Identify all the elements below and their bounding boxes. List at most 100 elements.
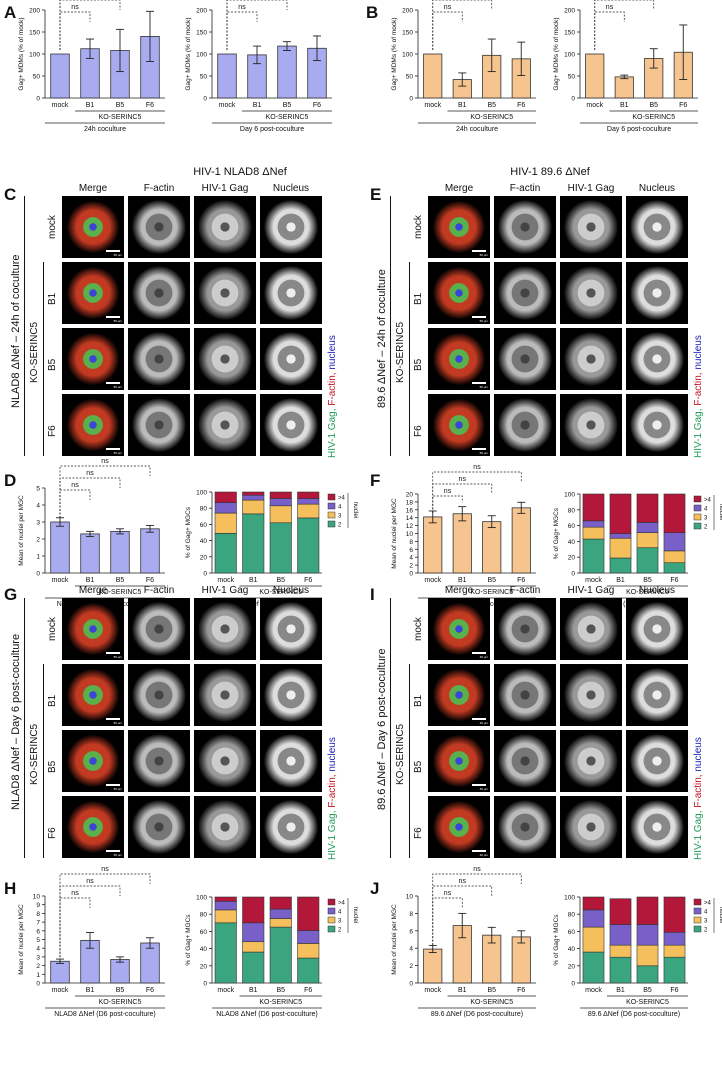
micrograph-f-actin-mock bbox=[128, 196, 190, 258]
micrograph-hiv-1-gag-f6 bbox=[560, 394, 622, 456]
x-tick-label: mock bbox=[585, 987, 602, 994]
scale-bar-label: 50 µm bbox=[113, 721, 122, 725]
ns-label: ns bbox=[86, 470, 94, 477]
legend-swatch bbox=[327, 907, 336, 915]
column-header: HIV-1 Gag bbox=[201, 183, 249, 194]
y-tick-label: 2 bbox=[409, 563, 413, 570]
y-tick-label: 60 bbox=[200, 522, 208, 529]
stack-segment bbox=[269, 522, 292, 574]
row-label: F6 bbox=[413, 425, 424, 437]
scale-bar-label: 50 µm bbox=[113, 253, 122, 257]
legend-title: nuclei bbox=[718, 504, 722, 521]
row-label: F6 bbox=[47, 425, 58, 437]
stack-segment bbox=[609, 944, 632, 958]
scale-bar-label: 50 µm bbox=[479, 451, 488, 455]
stack-segment bbox=[636, 522, 659, 534]
y-tick-label: 40 bbox=[568, 946, 576, 953]
significance-bracket bbox=[432, 873, 522, 946]
micrograph-merge-b5: 40 µm bbox=[428, 730, 490, 792]
side-title: NLAD8 ΔNef – 24h of coculture bbox=[10, 254, 22, 408]
x-tick-label: B1 bbox=[249, 987, 258, 994]
micrograph-merge-f6: 50 µm bbox=[62, 394, 124, 456]
legend-label: >4 bbox=[338, 496, 346, 502]
bar bbox=[140, 942, 160, 984]
stack-segment bbox=[636, 493, 659, 523]
significance-bracket bbox=[432, 11, 463, 50]
side-bracket bbox=[390, 598, 391, 858]
side-title: 89.6 ΔNef – 24h of coculture bbox=[376, 269, 388, 408]
scale-bar-label: 40 µm bbox=[479, 853, 488, 857]
side-bracket bbox=[24, 598, 25, 858]
stack-segment bbox=[636, 965, 659, 984]
y-axis-label: % of Gag+ MGCs bbox=[553, 914, 560, 966]
scale-bar bbox=[472, 250, 486, 252]
scale-bar-label: 50 µm bbox=[479, 253, 488, 257]
stack-segment bbox=[269, 498, 292, 507]
stack-segment bbox=[297, 517, 320, 574]
bar bbox=[50, 960, 70, 984]
legend-swatch bbox=[693, 925, 702, 933]
y-tick-label: 50 bbox=[200, 74, 208, 81]
x-tick-label: mock bbox=[219, 102, 236, 109]
micrograph-nucleus-mock bbox=[626, 598, 688, 660]
scale-bar bbox=[106, 784, 120, 786]
bar bbox=[511, 507, 531, 574]
stack-segment bbox=[214, 533, 237, 574]
legend-swatch bbox=[693, 907, 702, 915]
significance-bracket bbox=[432, 0, 493, 50]
legend-label: 3 bbox=[338, 919, 342, 925]
significance-bracket bbox=[59, 489, 91, 518]
y-tick-label: 150 bbox=[402, 30, 413, 37]
y-tick-label: 20 bbox=[200, 554, 208, 561]
group-label: KO-SERINC5 bbox=[626, 999, 669, 1006]
stack-segment bbox=[663, 493, 686, 534]
stack-segment bbox=[214, 922, 237, 984]
x-tick-label: F6 bbox=[517, 987, 525, 994]
micrograph-nucleus-f6 bbox=[626, 796, 688, 858]
micrograph-nucleus-b1 bbox=[260, 664, 322, 726]
bar bbox=[423, 948, 443, 984]
column-header: F-actin bbox=[143, 183, 175, 194]
scale-bar bbox=[472, 652, 486, 654]
y-tick-label: 20 bbox=[406, 492, 414, 499]
y-tick-label: 40 bbox=[200, 538, 208, 545]
row-label: F6 bbox=[413, 827, 424, 839]
column-header: Merge bbox=[78, 183, 108, 194]
stack-segment bbox=[582, 926, 605, 953]
legend-swatch bbox=[327, 898, 336, 906]
ko-bracket bbox=[409, 262, 410, 456]
micrograph-f-actin-b5 bbox=[494, 328, 556, 390]
y-tick-label: 14 bbox=[406, 515, 414, 522]
stack-segment bbox=[582, 526, 605, 540]
x-tick-label: F6 bbox=[146, 102, 154, 109]
stain-legend-item: F-actin, bbox=[693, 369, 704, 406]
stack-segment bbox=[297, 896, 320, 931]
micrograph-f-actin-b5 bbox=[128, 730, 190, 792]
y-tick-label: 6 bbox=[409, 928, 413, 935]
ko-bracket bbox=[43, 664, 44, 858]
micrograph-nucleus-mock bbox=[260, 598, 322, 660]
micrograph-merge-mock: 50 µm bbox=[62, 196, 124, 258]
row-label: B5 bbox=[47, 760, 58, 773]
micrograph-merge-f6: 50 µm bbox=[428, 394, 490, 456]
y-tick-label: 20 bbox=[568, 555, 576, 562]
side-bracket bbox=[24, 196, 25, 456]
micrograph-merge-b1: 40 µm bbox=[428, 664, 490, 726]
stack-segment bbox=[582, 538, 605, 574]
micrograph-nucleus-b5 bbox=[626, 730, 688, 792]
column-header: Merge bbox=[78, 585, 108, 596]
micrograph-f-actin-b5 bbox=[128, 328, 190, 390]
column-header: HIV-1 Gag bbox=[567, 585, 615, 596]
y-axis-label: Mean of nuclei per MGC bbox=[18, 904, 25, 975]
micrograph-merge-b5: 50 µm bbox=[62, 328, 124, 390]
condition-label: 89.6 ΔNef (D6 post-coculture) bbox=[431, 1011, 523, 1018]
stack-segment bbox=[269, 918, 292, 928]
column-header: Nucleus bbox=[272, 585, 310, 596]
panel-label-j: J bbox=[370, 879, 380, 898]
x-tick-label: mock bbox=[424, 987, 441, 994]
x-tick-label: B1 bbox=[86, 577, 95, 584]
significance-bracket bbox=[59, 477, 121, 518]
panel-label-d: D bbox=[4, 471, 17, 490]
legend-label: 2 bbox=[704, 928, 708, 934]
x-tick-label: mock bbox=[585, 577, 602, 584]
